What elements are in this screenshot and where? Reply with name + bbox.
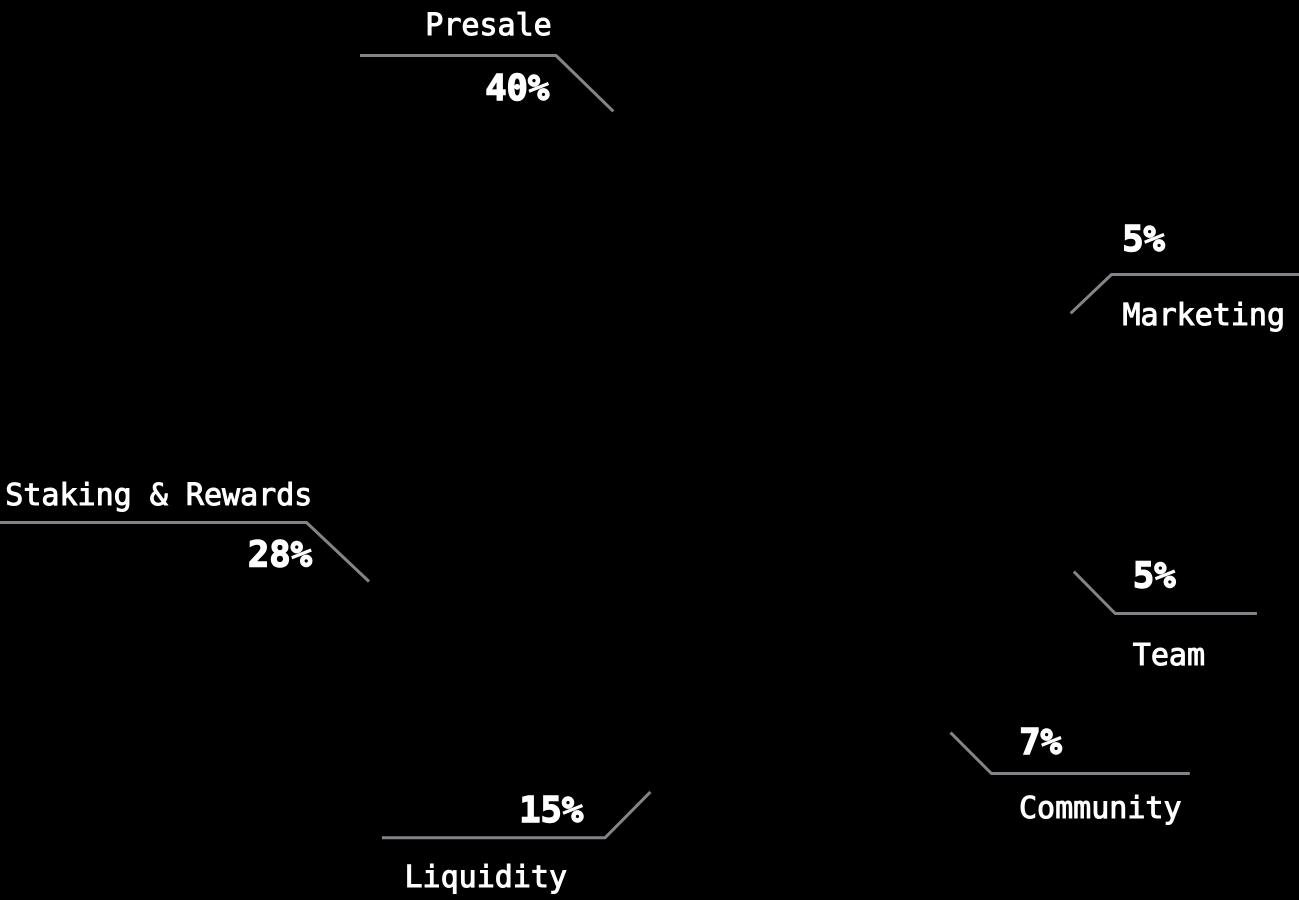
svg-text:Team: Team xyxy=(1133,638,1205,673)
svg-text:Liquidity: Liquidity xyxy=(405,860,568,895)
svg-text:Presale: Presale xyxy=(425,8,551,43)
svg-text:15%: 15% xyxy=(519,790,584,831)
svg-text:5%: 5% xyxy=(1122,219,1165,260)
svg-text:7%: 7% xyxy=(1019,722,1062,763)
svg-text:Staking & Rewards: Staking & Rewards xyxy=(5,478,312,513)
svg-text:Community: Community xyxy=(1019,791,1182,826)
svg-text:5%: 5% xyxy=(1133,556,1176,597)
svg-text:28%: 28% xyxy=(248,535,313,576)
svg-text:Marketing: Marketing xyxy=(1123,298,1286,333)
svg-text:40%: 40% xyxy=(485,68,550,109)
